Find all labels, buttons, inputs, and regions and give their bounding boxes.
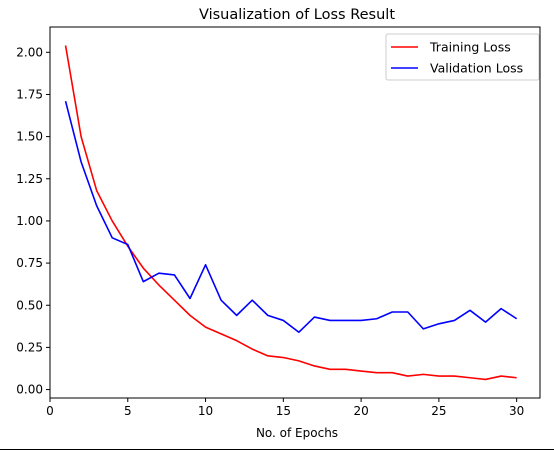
x-tick-label: 5 xyxy=(124,404,132,418)
y-tick-label: 1.00 xyxy=(16,214,43,228)
y-tick-label: 0.50 xyxy=(16,298,43,312)
y-axis: 0.00 0.25 0.50 0.75 1.00 1.25 1.50 1.75 2.00 xyxy=(16,45,50,397)
plot-frame xyxy=(49,26,541,399)
bottom-divider xyxy=(0,449,554,450)
x-axis: 0 5 10 15 20 25 30 xyxy=(46,398,524,418)
plot-area xyxy=(49,26,541,399)
chart-title: Visualization of Loss Result xyxy=(199,7,395,23)
y-tick-label: 1.75 xyxy=(16,87,43,101)
y-tick-label: 0.75 xyxy=(16,256,43,270)
y-tick-label: 1.25 xyxy=(16,172,43,186)
series-line-validation-loss xyxy=(64,101,518,334)
y-tick-label: 2.00 xyxy=(16,45,43,59)
x-tick-label: 15 xyxy=(276,404,291,418)
x-tick-label: 20 xyxy=(353,404,368,418)
legend-label-training-loss: Training Loss xyxy=(429,40,511,55)
y-tick-label: 0.25 xyxy=(16,340,43,354)
x-tick-label: 25 xyxy=(431,404,446,418)
legend-box xyxy=(385,33,540,81)
legend-label-validation-loss: Validation Loss xyxy=(430,61,523,76)
x-tick-label: 30 xyxy=(509,404,524,418)
x-axis-label: No. of Epochs xyxy=(256,426,338,440)
y-tick-label: 1.50 xyxy=(16,130,43,144)
x-tick-label: 10 xyxy=(198,404,213,418)
x-tick-label: 0 xyxy=(46,404,54,418)
legend: Training Loss Validation Loss xyxy=(385,33,540,81)
y-tick-label: 0.00 xyxy=(16,383,43,397)
series-line-training-loss xyxy=(64,45,517,381)
